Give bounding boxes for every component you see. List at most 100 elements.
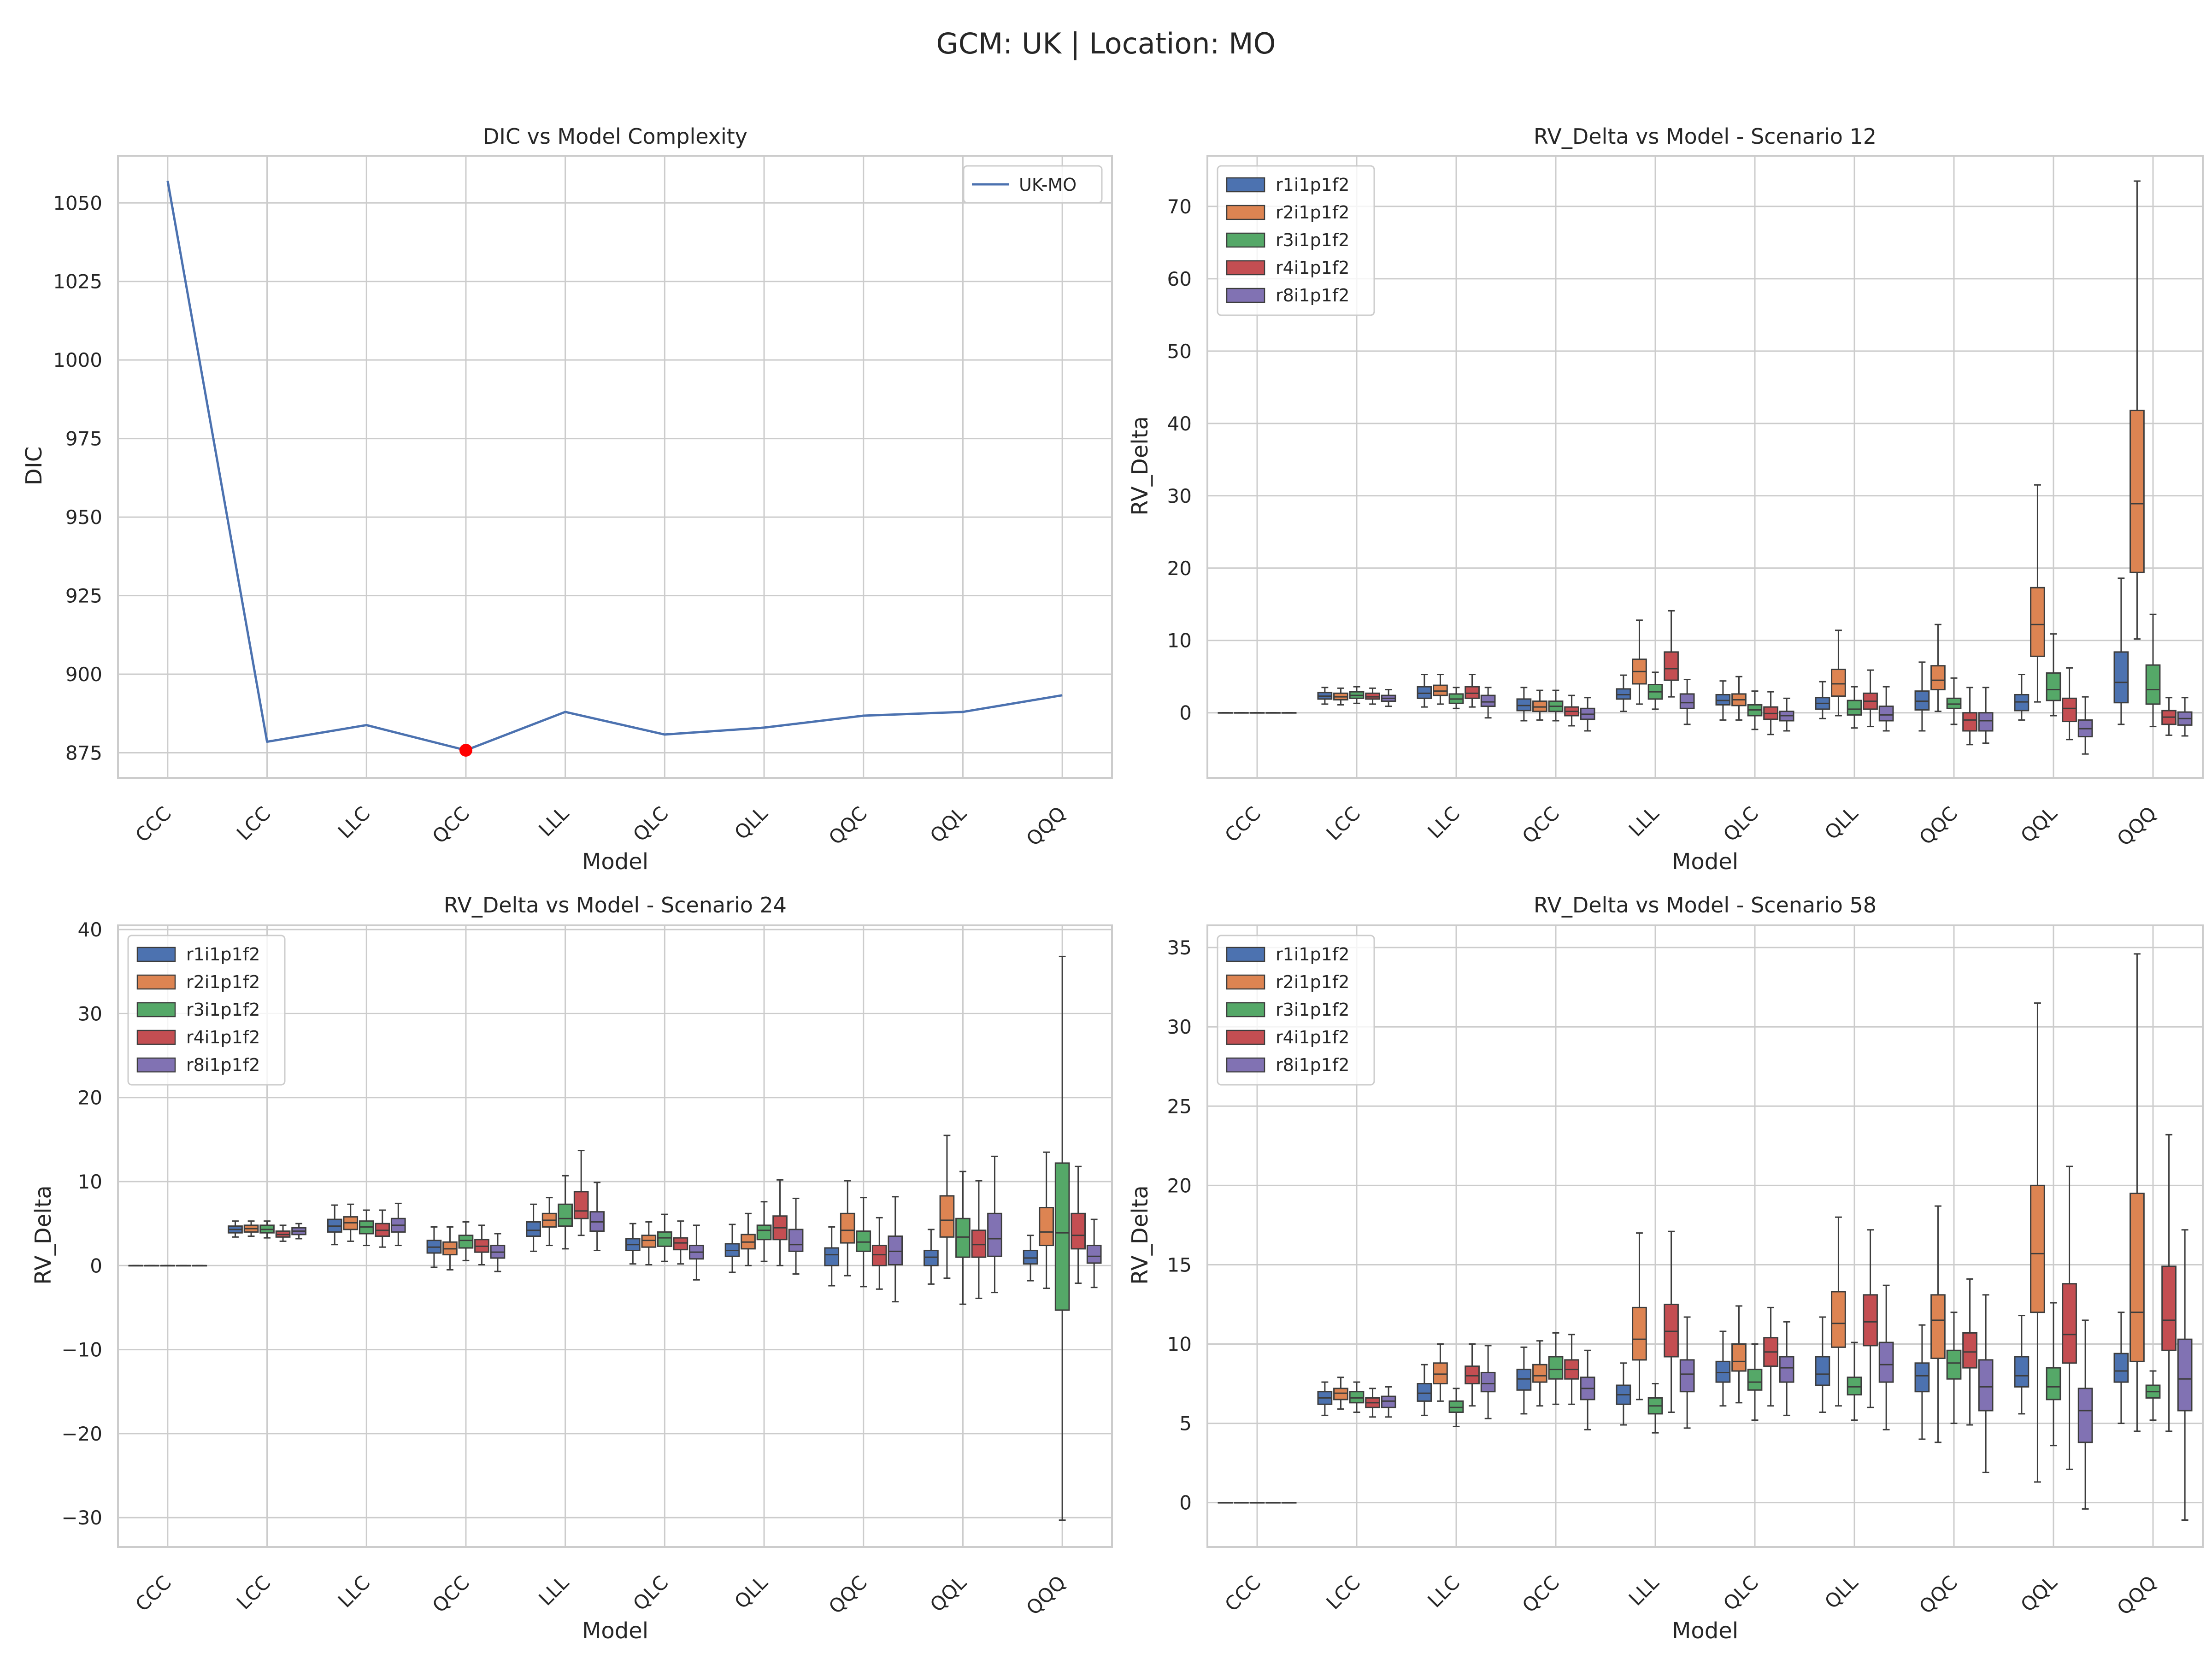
y-tick-label: 40: [1167, 412, 1192, 435]
box-QQL-r8i1p1f2: [987, 1155, 1002, 1294]
iqr-box: [1086, 1245, 1102, 1264]
legend-label: r8i1p1f2: [186, 1055, 260, 1075]
box-LCC-r2i1p1f2: [243, 1220, 259, 1237]
iqr-box: [1978, 1359, 1994, 1412]
iqr-box: [1878, 1341, 1894, 1383]
box-LLC-r4i1p1f2: [1465, 674, 1480, 708]
iqr-box: [939, 1195, 955, 1238]
iqr-box: [971, 1230, 987, 1258]
iqr-box: [2046, 1367, 2061, 1400]
box-LLC-r2i1p1f2: [1433, 1343, 1448, 1402]
iqr-box: [856, 1230, 871, 1252]
box-LLC-r4i1p1f2: [1465, 1343, 1480, 1407]
box-QLC-r1i1p1f2: [625, 1223, 641, 1265]
legend-swatch: [136, 1057, 176, 1073]
iqr-box: [1054, 1162, 1070, 1311]
box-QLC-r4i1p1f2: [1763, 1306, 1778, 1407]
box-QQL-r4i1p1f2: [2062, 667, 2077, 741]
box-QQC-r3i1p1f2: [1946, 1312, 1962, 1424]
box-LLC-r8i1p1f2: [1480, 687, 1496, 719]
y-tick-label: 900: [65, 663, 102, 686]
x-tick-label: QCC: [1518, 1571, 1564, 1617]
box-LLL-r2i1p1f2: [541, 1197, 557, 1247]
box-CCC-r3i1p1f2: [160, 1265, 176, 1267]
scenario-24-x-axis-label: Model: [582, 1618, 648, 1644]
iqr-box: [1847, 1377, 1862, 1396]
x-tick-label: QQQ: [1022, 1571, 1070, 1619]
box-LLL-r2i1p1f2: [1632, 1232, 1647, 1400]
iqr-box: [1465, 686, 1480, 699]
x-tick-label: CCC: [131, 1571, 176, 1616]
box-QLL-r2i1p1f2: [741, 1212, 756, 1266]
box-LLL-r4i1p1f2: [573, 1150, 589, 1236]
iqr-box: [2030, 1184, 2045, 1313]
box-QLC-r3i1p1f2: [1747, 1343, 1763, 1421]
iqr-box: [2014, 694, 2030, 712]
x-tick-label: QQL: [926, 802, 971, 847]
x-tick-label: QLC: [629, 1571, 672, 1615]
legend-swatch: [136, 974, 176, 990]
iqr-box: [1532, 1364, 1547, 1383]
scenario-12-y-axis-label: RV_Delta: [1127, 416, 1153, 516]
iqr-box: [2046, 672, 2061, 701]
box-QLC-r2i1p1f2: [641, 1221, 657, 1265]
box-QLL-r3i1p1f2: [756, 1201, 772, 1262]
box-QQQ-r4i1p1f2: [2161, 697, 2177, 736]
box-QLL-r3i1p1f2: [1847, 686, 1862, 729]
x-tick-label: QLC: [1719, 802, 1763, 846]
box-QQQ-r8i1p1f2: [2177, 1229, 2193, 1521]
y-tick-label: 30: [78, 1002, 102, 1025]
box-QLC-r2i1p1f2: [1731, 676, 1747, 721]
scenario-12-box-panel: RV_Delta vs Model - Scenario 12 Model RV…: [1127, 124, 2204, 875]
y-tick-label: 40: [78, 918, 102, 941]
axes-frame: [1206, 924, 2204, 1548]
y-tick-label: 950: [65, 506, 102, 529]
iqr-box: [1480, 694, 1496, 707]
box-QLC-r1i1p1f2: [1715, 680, 1731, 721]
iqr-box: [1715, 1360, 1731, 1383]
box-QQQ-r1i1p1f2: [2113, 1312, 2129, 1424]
iqr-box: [1962, 1332, 1977, 1369]
box-QLC-r3i1p1f2: [1747, 690, 1763, 730]
box-QQQ-r3i1p1f2: [2145, 613, 2161, 728]
y-tick-label: 30: [1167, 485, 1192, 507]
iqr-box: [955, 1218, 971, 1258]
box-LLC-r2i1p1f2: [343, 1203, 359, 1242]
axes-frame: [117, 155, 1113, 779]
box-QLL-r4i1p1f2: [772, 1179, 788, 1266]
box-LLL-r3i1p1f2: [1647, 671, 1663, 710]
dic-panel-title: DIC vs Model Complexity: [483, 124, 747, 149]
members-legend: r1i1p1f2 r2i1p1f2 r3i1p1f2 r4i1p1f2 r8i1p1f2: [127, 935, 286, 1086]
box-LLC-r8i1p1f2: [390, 1202, 406, 1247]
box-QCC-r1i1p1f2: [1516, 1346, 1532, 1415]
iqr-box: [1417, 1383, 1432, 1402]
x-tick-label: QLL: [1820, 1571, 1863, 1613]
box-LLC-r4i1p1f2: [375, 1209, 390, 1248]
iqr-box: [573, 1191, 589, 1219]
scenario-24-panel-title: RV_Delta vs Model - Scenario 24: [444, 893, 787, 918]
box-LLL-r1i1p1f2: [526, 1203, 541, 1252]
box-QLC-r2i1p1f2: [1731, 1305, 1747, 1404]
legend-swatch: [1226, 260, 1265, 276]
box-QQQ-r3i1p1f2: [1054, 955, 1070, 1521]
box-LCC-r8i1p1f2: [1381, 1386, 1396, 1418]
box-LLC-r1i1p1f2: [1417, 674, 1432, 708]
box-LLC-r3i1p1f2: [1448, 687, 1464, 709]
iqr-box: [1962, 712, 1977, 732]
box-QLL-r3i1p1f2: [1847, 1341, 1862, 1421]
box-LLC-r1i1p1f2: [1417, 1364, 1432, 1416]
box-QQC-r3i1p1f2: [1946, 677, 1962, 725]
grid: [118, 156, 1112, 778]
iqr-box: [458, 1235, 474, 1249]
iqr-box: [1023, 1249, 1038, 1265]
legend-swatch: [1226, 177, 1265, 193]
y-tick-label: 25: [1167, 1095, 1192, 1118]
box-QLL-r8i1p1f2: [1878, 1284, 1894, 1430]
legend-label: r4i1p1f2: [1276, 1027, 1349, 1047]
iqr-box: [1516, 1369, 1532, 1391]
box-LCC-r8i1p1f2: [1381, 688, 1396, 707]
box-QQC-r8i1p1f2: [1978, 687, 1994, 744]
y-tick-label: 0: [1179, 702, 1192, 724]
